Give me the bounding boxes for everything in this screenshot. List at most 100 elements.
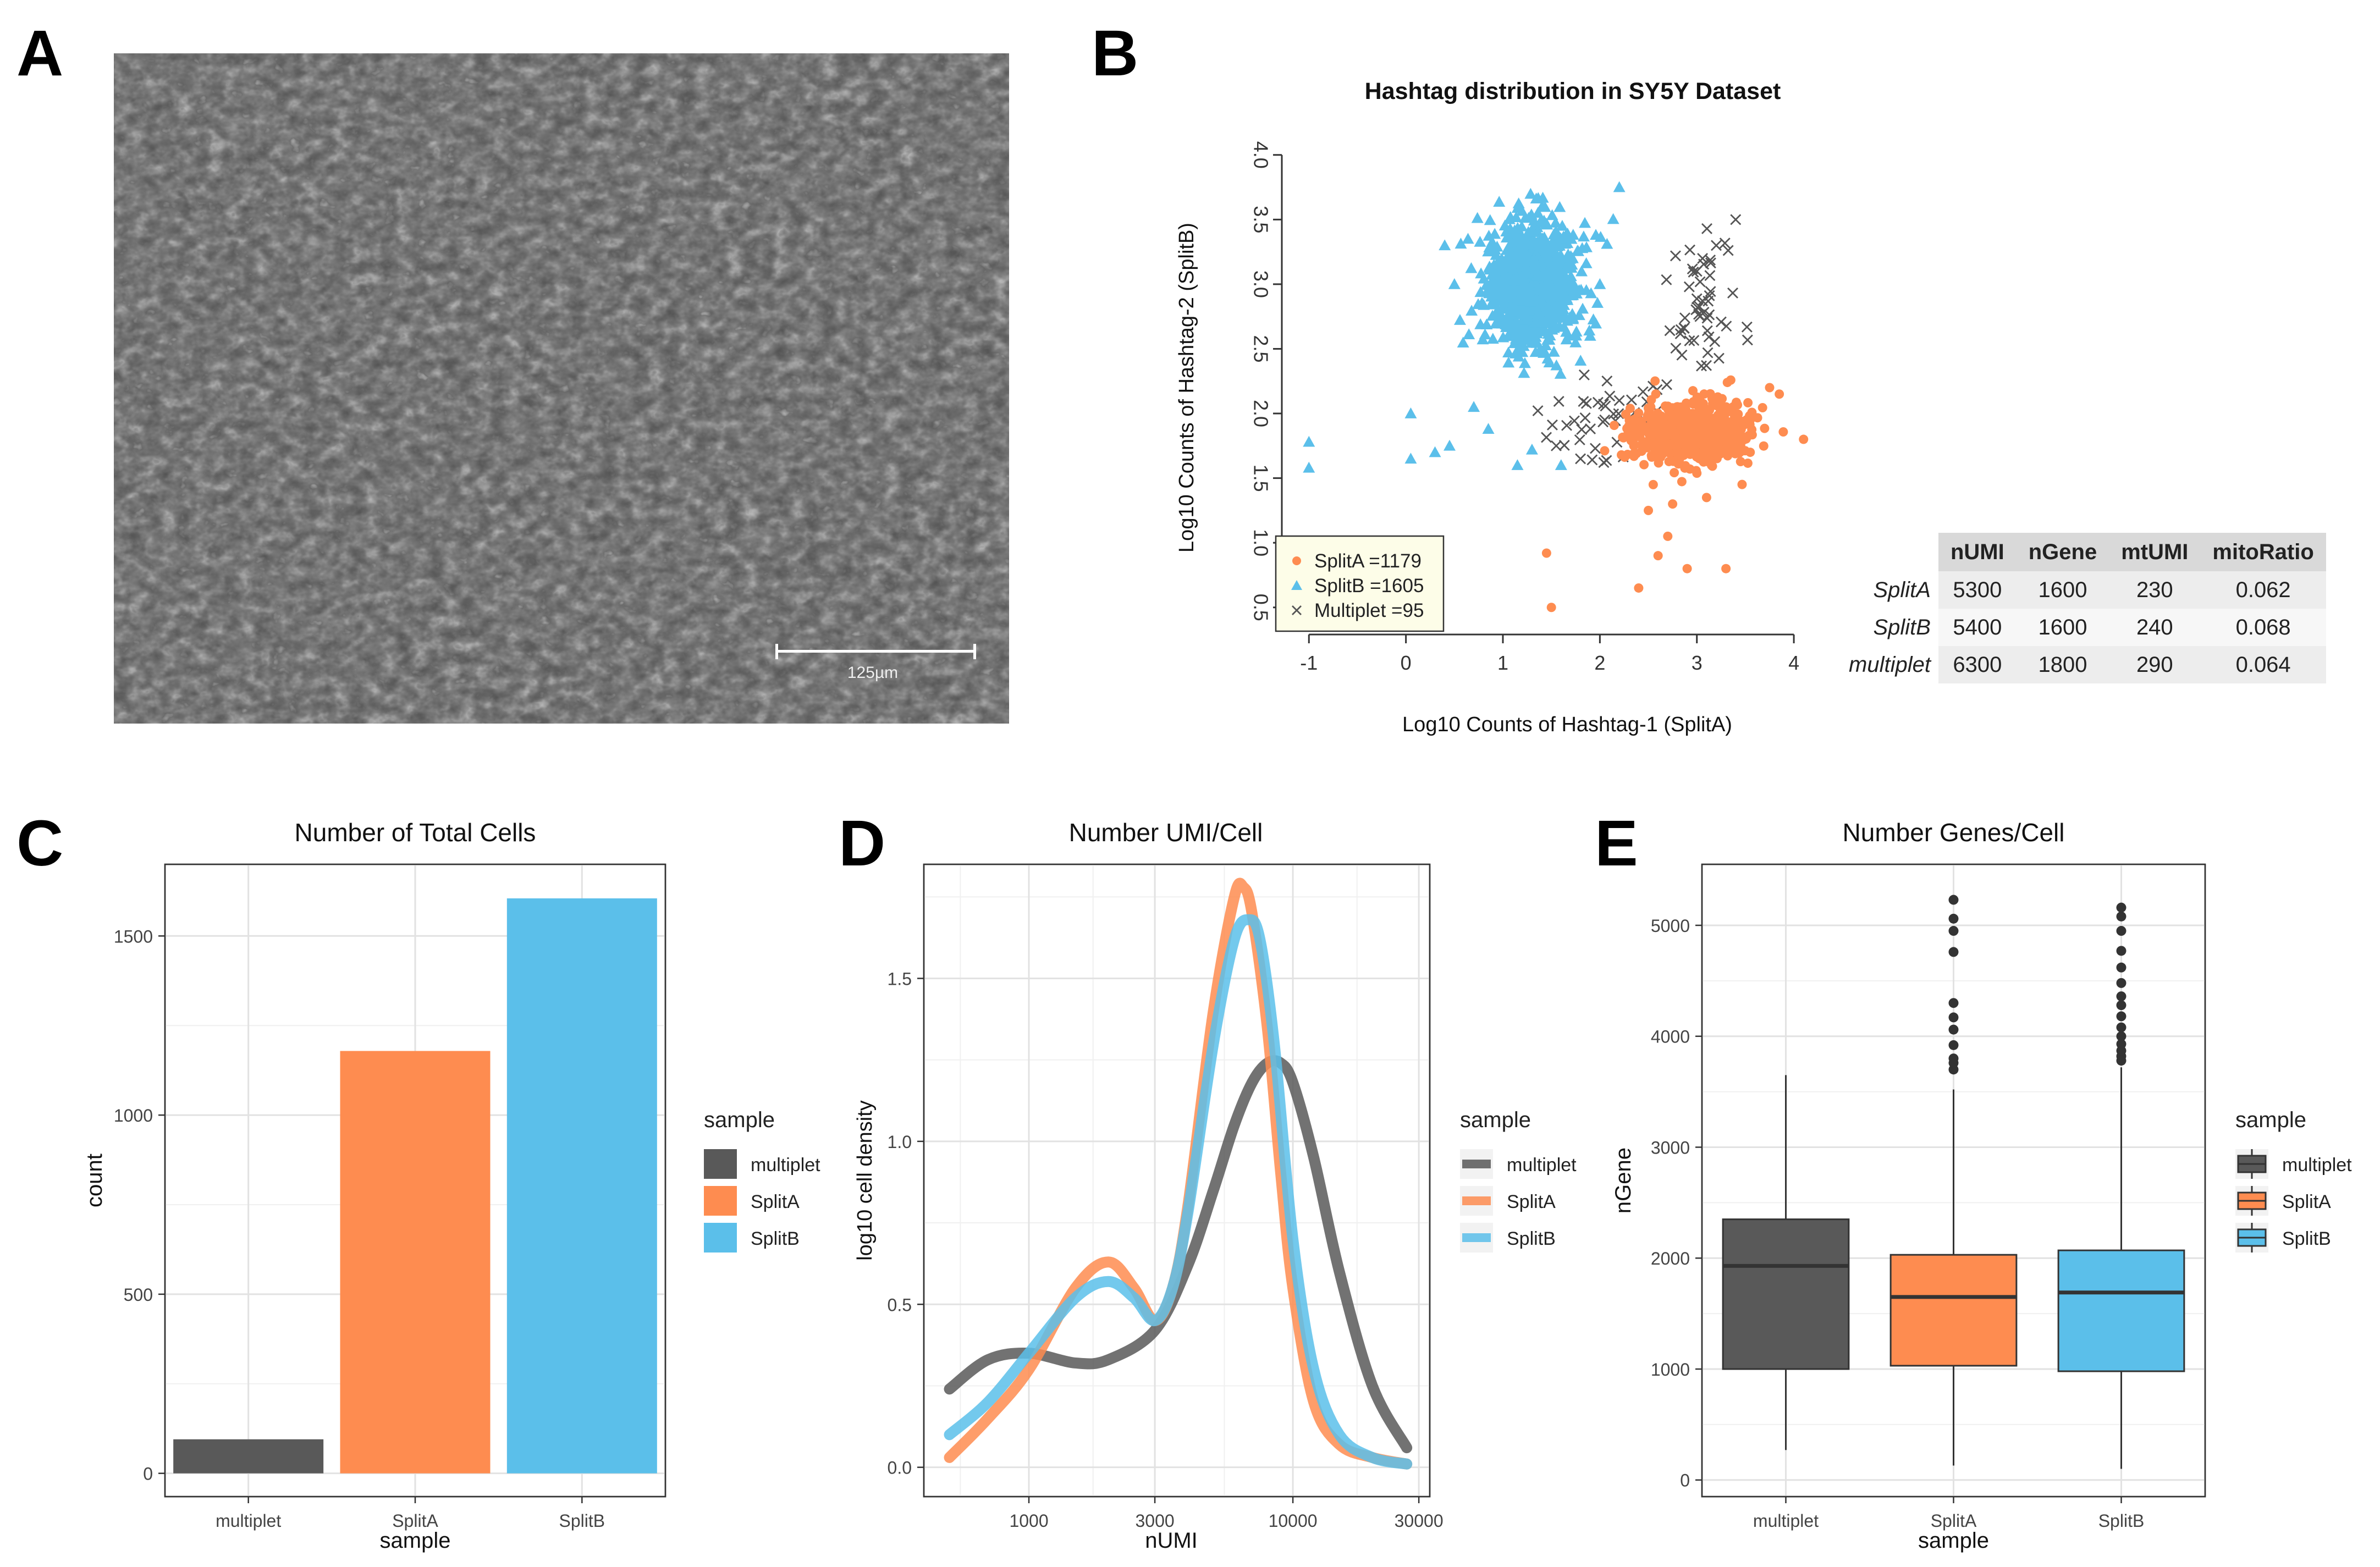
- outlier-point: [2116, 1031, 2126, 1041]
- scatter-point-splitB: [1566, 282, 1578, 293]
- scatter-point-multiplet: [1719, 238, 1731, 249]
- scatter-point-splitB: [1558, 279, 1571, 290]
- umi-density-chart: 1000 3000 10000 30000 0.0 0.5 1.0 1.5 Number UMI…: [853, 818, 1577, 1553]
- scatter-point-splitA: [1758, 402, 1767, 412]
- legend-label: SplitA: [1507, 1191, 1556, 1212]
- scatter-point-splitB: [1524, 295, 1537, 307]
- scatter-point-splitB: [1607, 213, 1619, 224]
- x-tick-label: 3000: [1135, 1511, 1174, 1531]
- scatter-point-splitB: [1584, 329, 1596, 341]
- scatter-point-multiplet: [1692, 302, 1704, 314]
- legend-key-multiplet: [704, 1149, 737, 1179]
- scatter-point-splitA: [1743, 458, 1753, 468]
- scatter-point-multiplet: [1679, 312, 1690, 324]
- scatter-point-splitA: [1698, 399, 1708, 409]
- outlier-point: [1948, 1012, 1959, 1023]
- scatter-point-multiplet: [1676, 349, 1688, 361]
- scatter-point-splitA: [1663, 405, 1673, 415]
- scatter-point-splitB: [1502, 346, 1515, 358]
- scatter-point-splitB: [1516, 286, 1529, 297]
- scatter-point-splitB: [1510, 254, 1523, 265]
- scatter-point-multiplet: [1696, 360, 1707, 372]
- scatter-point-splitA: [1609, 421, 1619, 431]
- table-row: SplitB 5400 1600 240 0.068: [1837, 609, 2326, 646]
- scatter-point-splitA: [1660, 444, 1670, 454]
- outlier-point: [1948, 1024, 1959, 1035]
- scatter-point-splitB: [1547, 271, 1560, 283]
- scatter-point-multiplet: [1585, 423, 1596, 435]
- scatter-point-splitA: [1692, 392, 1702, 402]
- x-axis-label: nUMI: [1145, 1529, 1198, 1553]
- legend-title: sample: [1460, 1108, 1531, 1132]
- scatter-point-splitB: [1429, 446, 1441, 457]
- scatter-point-splitA: [1546, 603, 1556, 613]
- panel-label-b: B: [1092, 17, 1139, 90]
- scatter-point-multiplet: [1553, 396, 1564, 407]
- scatter-point-multiplet: [1626, 394, 1637, 406]
- scatter-point-splitB: [1453, 314, 1466, 325]
- scatter-point-splitB: [1504, 211, 1517, 222]
- scatter-point-splitA: [1661, 420, 1671, 429]
- scatter-point-multiplet: [1590, 443, 1601, 454]
- legend-title: sample: [2235, 1108, 2306, 1132]
- scatter-point-splitB: [1563, 311, 1576, 323]
- scatter-point-splitB: [1575, 284, 1588, 295]
- legend-title: sample: [704, 1108, 775, 1132]
- scatter-point-multiplet: [1704, 270, 1716, 282]
- scatter-point-multiplet: [1701, 325, 1713, 336]
- table-cell: 240: [2109, 609, 2201, 646]
- x-tick-label: 3: [1692, 652, 1703, 674]
- scatter-point-splitB: [1531, 236, 1544, 247]
- table-cell: 5300: [1938, 571, 2017, 609]
- bar-multiplet: [173, 1439, 324, 1474]
- x-axis-label: sample: [1918, 1529, 1989, 1553]
- scatter-point-splitA: [1668, 456, 1678, 466]
- scatter-point-splitB: [1404, 407, 1417, 418]
- scatter-point-splitB: [1591, 297, 1604, 308]
- genes-boxplot-chart: multiplet SplitA SplitB 0 1000 2000 3000 4000 50…: [1611, 818, 2352, 1553]
- scatter-point-multiplet: [1575, 453, 1586, 465]
- legend-label: SplitB: [751, 1228, 800, 1249]
- scatter-point-multiplet: [1703, 295, 1714, 307]
- scatter-point-multiplet: [1613, 408, 1624, 420]
- y-tick-label: 1.0: [888, 1132, 912, 1152]
- box-SplitA: [1889, 1254, 2018, 1367]
- scatter-point-multiplet: [1705, 254, 1716, 266]
- table-row-name: SplitB: [1837, 609, 1938, 646]
- density-line-multiplet: [944, 1055, 1413, 1454]
- x-tick-label: -1: [1300, 652, 1318, 674]
- micrograph-highlights: [114, 53, 1009, 724]
- outlier-point: [2116, 911, 2126, 922]
- scatter-point-splitB: [1556, 219, 1568, 231]
- table-cell: 0.068: [2200, 609, 2326, 646]
- scatter-point-splitB: [1539, 201, 1551, 212]
- scatter-point-multiplet: [1711, 240, 1722, 251]
- scatter-point-splitB: [1523, 328, 1535, 339]
- table-header-ngene: nGene: [2016, 533, 2109, 571]
- scatter-point-splitB: [1613, 181, 1626, 192]
- scatter-point-splitA: [1703, 415, 1713, 424]
- table-cell: 290: [2109, 646, 2201, 683]
- panel-label-d: D: [839, 807, 886, 880]
- scatter-point-splitB: [1575, 265, 1588, 277]
- scatter-point-splitA: [1701, 493, 1711, 503]
- scatter-point-splitB: [1560, 291, 1573, 303]
- scatter-point-splitB: [1529, 346, 1542, 357]
- scatter-point-splitB: [1534, 343, 1547, 354]
- table-cell: 1600: [2016, 571, 2109, 609]
- x-tick-label: SplitA: [1931, 1511, 1977, 1531]
- scatter-point-splitB: [1474, 236, 1486, 247]
- scatter-point-splitA: [1765, 383, 1775, 393]
- scatter-point-splitA: [1626, 433, 1635, 443]
- scatter-point-splitB: [1519, 233, 1531, 245]
- scatter-point-splitB: [1601, 238, 1613, 249]
- scatter-point-splitA: [1677, 477, 1687, 487]
- scatter-point-splitB: [1303, 435, 1315, 447]
- scatter-point-splitA: [1651, 389, 1661, 399]
- scatter-point-multiplet: [1698, 306, 1710, 318]
- scatter-point-multiplet: [1661, 379, 1672, 390]
- scatter-point-multiplet: [1661, 274, 1672, 285]
- x-tick-label: 4: [1788, 652, 1799, 674]
- scatter-point-splitA: [1643, 403, 1653, 413]
- scatter-point-splitA: [1703, 433, 1712, 443]
